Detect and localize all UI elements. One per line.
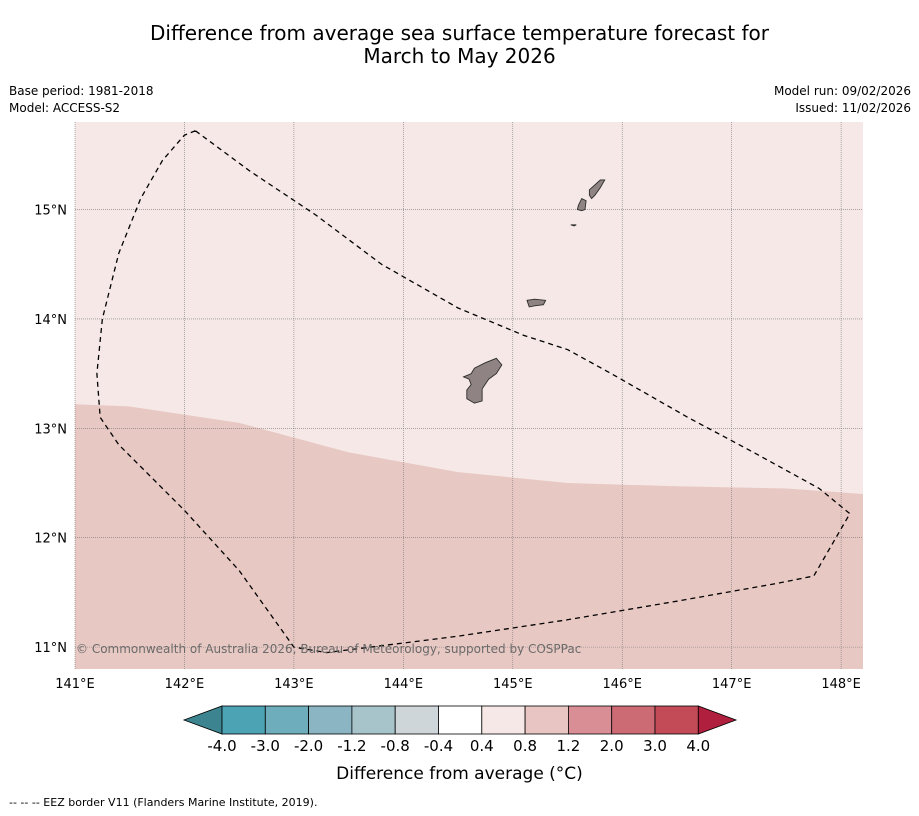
- meta-left: Base period: 1981-2018 Model: ACCESS-S2: [9, 83, 154, 117]
- colorbar-extend-high: [697, 705, 738, 735]
- colorbar-segment: [524, 705, 569, 735]
- colorbar-segment: [438, 705, 483, 735]
- base-period: Base period: 1981-2018: [9, 84, 154, 98]
- colorbar-tick-label: -0.8: [381, 737, 410, 755]
- colorbar-tick-label: 4.0: [686, 737, 710, 755]
- title-line-2: March to May 2026: [363, 44, 556, 68]
- lat-tick-label: 14°N: [34, 313, 67, 328]
- colorbar-tick-label: -0.4: [424, 737, 453, 755]
- colorbar-tick-label: 1.2: [556, 737, 580, 755]
- colorbar-tick-label: -1.2: [337, 737, 366, 755]
- colorbar-segment: [611, 705, 656, 735]
- eez-footnote: -- -- -- EEZ border V11 (Flanders Marine…: [9, 796, 318, 809]
- title-line-1: Difference from average sea surface temp…: [149, 21, 769, 45]
- colorbar-tick-label: 0.4: [470, 737, 494, 755]
- lon-tick-label: 148°E: [821, 677, 861, 692]
- island-saipan: [588, 179, 606, 200]
- colorbar-tick-label: 3.0: [643, 737, 667, 755]
- colorbar-extend-low: [182, 705, 223, 735]
- colorbar-tick-label: -3.0: [251, 737, 280, 755]
- colorbar-tick-label: 0.8: [513, 737, 537, 755]
- model-run: Model run: 09/02/2026: [773, 84, 911, 98]
- island-aguijan: [570, 224, 577, 227]
- colorbar-segment: [654, 705, 699, 735]
- colorbar-segment: [394, 705, 439, 735]
- colorbar-segment: [481, 705, 526, 735]
- colorbar-title: Difference from average (°C): [336, 764, 583, 784]
- lat-tick-label: 15°N: [34, 204, 67, 219]
- chart-title: Difference from average sea surface temp…: [0, 22, 919, 68]
- colorbar-segment: [264, 705, 309, 735]
- lat-tick-label: 12°N: [34, 532, 67, 547]
- lat-tick-label: 11°N: [34, 641, 67, 656]
- colorbar-segment: [308, 705, 353, 735]
- lon-tick-label: 147°E: [712, 677, 752, 692]
- lon-tick-label: 142°E: [165, 677, 205, 692]
- colorbar-segment: [351, 705, 396, 735]
- colorbar-segment: [568, 705, 613, 735]
- colorbar-tick-label: 2.0: [600, 737, 624, 755]
- meta-right: Model run: 09/02/2026 Issued: 11/02/2026: [774, 83, 911, 117]
- issued-date: Issued: 11/02/2026: [795, 101, 911, 115]
- copyright-text: © Commonwealth of Australia 2026, Bureau…: [76, 642, 581, 656]
- colorbar-tick-label: -4.0: [207, 737, 236, 755]
- island-guam: [462, 357, 503, 404]
- eez-border: [96, 130, 851, 654]
- lat-tick-label: 13°N: [34, 422, 67, 437]
- lon-tick-label: 145°E: [493, 677, 533, 692]
- colorbar-segment: [221, 705, 266, 735]
- lon-tick-label: 143°E: [274, 677, 314, 692]
- colorbar-tick-label: -2.0: [294, 737, 323, 755]
- lon-tick-label: 141°E: [55, 677, 95, 692]
- model-name: Model: ACCESS-S2: [9, 101, 121, 115]
- island-rota: [526, 298, 547, 308]
- lon-tick-label: 146°E: [602, 677, 642, 692]
- lon-tick-label: 144°E: [384, 677, 424, 692]
- island-tinian: [576, 197, 587, 212]
